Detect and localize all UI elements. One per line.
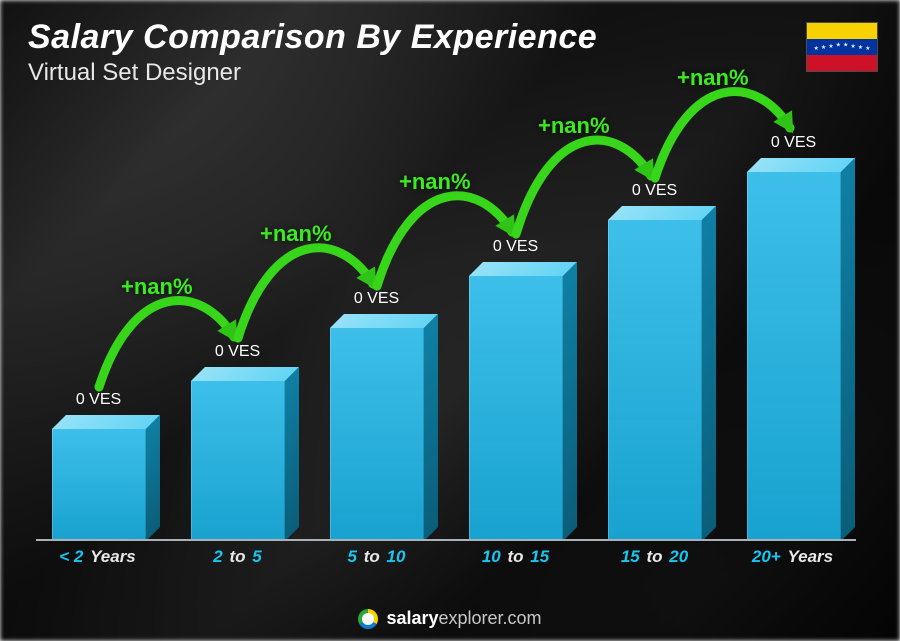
bar-value-label: 0 VES (354, 290, 399, 308)
brand-logo-icon (358, 609, 378, 629)
bar-value-label: 0 VES (76, 391, 121, 409)
bar-value-label: 0 VES (215, 343, 260, 361)
x-axis-label: 10 to 15 (457, 547, 574, 569)
pct-change-label: +nan% (538, 113, 610, 139)
pct-change-label: +nan% (399, 169, 471, 195)
x-axis-label: 5 to 10 (318, 547, 435, 569)
pct-change-label: +nan% (121, 274, 193, 300)
flag-stripe-bot (807, 55, 877, 71)
container: Salary Comparison By Experience Virtual … (0, 0, 900, 641)
bar (52, 429, 146, 541)
pct-change-label: +nan% (677, 65, 749, 91)
page-title: Salary Comparison By Experience (28, 18, 597, 57)
x-axis-label: 20+ Years (735, 547, 852, 569)
bar (747, 172, 841, 541)
x-axis-label: 2 to 5 (179, 547, 296, 569)
flag-icon: ★★★★★★★★ (806, 22, 878, 72)
flag-stripe-top (807, 23, 877, 39)
bar-value-label: 0 VES (632, 182, 677, 200)
flag-stars: ★★★★★★★★ (807, 42, 877, 53)
bar-value-label: 0 VES (771, 134, 816, 152)
bar-slot: 0 VES (596, 140, 713, 541)
bars-area: 0 VES 0 VES 0 VES 0 VES 0 VES 0 VES +nan% +nan%… (40, 140, 852, 541)
x-axis-label: 15 to 20 (596, 547, 713, 569)
page-subtitle: Virtual Set Designer (28, 59, 597, 87)
bar-slot: 0 VES (179, 140, 296, 541)
x-axis-label: < 2 Years (40, 547, 157, 569)
x-axis: < 2 Years 2 to 5 5 to 10 10 to 15 15 to 20 20… (40, 541, 852, 569)
bar (330, 328, 424, 541)
bar (469, 276, 563, 541)
bar-slot: 0 VES (735, 140, 852, 541)
footer: salaryexplorer.com (0, 608, 900, 629)
bar (608, 220, 702, 541)
bar-chart: 0 VES 0 VES 0 VES 0 VES 0 VES 0 VES +nan% +nan%… (40, 140, 852, 569)
bar-value-label: 0 VES (493, 238, 538, 256)
bar (191, 381, 285, 541)
brand-name: salary (386, 608, 438, 628)
bar-slot: 0 VES (318, 140, 435, 541)
pct-change-label: +nan% (260, 221, 332, 247)
flag-stripe-mid: ★★★★★★★★ (807, 39, 877, 55)
brand-suffix: explorer.com (439, 608, 542, 628)
title-block: Salary Comparison By Experience Virtual … (28, 18, 597, 87)
bar-slot: 0 VES (457, 140, 574, 541)
bar-slot: 0 VES (40, 140, 157, 541)
